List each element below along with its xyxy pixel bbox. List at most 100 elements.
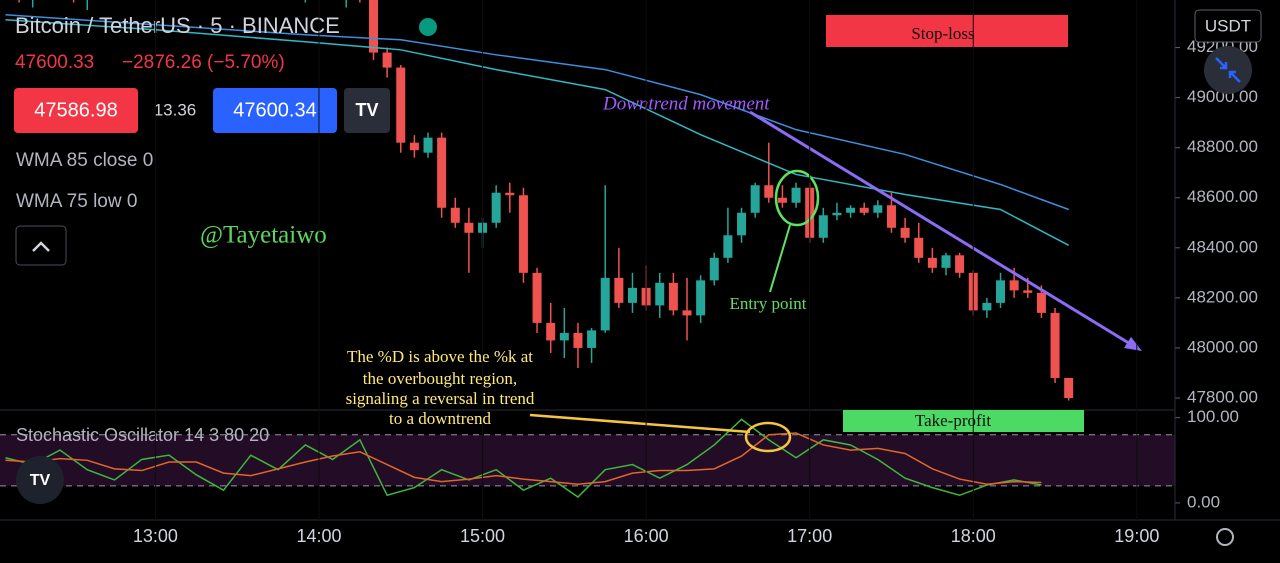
candle-body xyxy=(696,280,706,316)
candle-body xyxy=(559,332,569,341)
candle-body xyxy=(873,205,883,213)
candle-body xyxy=(846,207,856,213)
candle-body xyxy=(505,192,515,196)
candle-body xyxy=(464,222,474,233)
candle-body xyxy=(1023,290,1033,293)
candle-body xyxy=(818,215,828,238)
oscillator-line xyxy=(5,432,1042,485)
note-line: the overbought region, xyxy=(363,369,517,388)
currency[interactable]: USDT xyxy=(1205,16,1251,35)
candle-body xyxy=(914,237,924,258)
candle-body xyxy=(927,257,937,268)
candle-body xyxy=(941,255,951,268)
price-change: −2876.26 (−5.70%) xyxy=(122,52,285,73)
candle-body xyxy=(764,185,774,198)
stop-loss-box xyxy=(826,15,1068,47)
candle-body xyxy=(518,195,528,273)
candle-body xyxy=(450,207,460,223)
y-tick-label: 48600.00 xyxy=(1187,187,1258,206)
trend-label: Downtrend movement xyxy=(602,93,770,114)
candle-body xyxy=(750,185,760,213)
candle-body xyxy=(1064,377,1074,398)
candle-body xyxy=(832,212,842,216)
logo-badge xyxy=(16,456,64,504)
y-tick-label: 49000.00 xyxy=(1187,87,1258,106)
candle-body xyxy=(600,277,610,331)
watermark: @Tayetaiwo xyxy=(200,222,327,249)
candle-body xyxy=(900,227,910,238)
x-tick-label: 13:00 xyxy=(133,526,178,546)
entry-pointer xyxy=(769,224,791,293)
take-profit-label: Take-profit xyxy=(915,411,991,430)
collapse-button[interactable] xyxy=(15,225,67,266)
x-tick-label: 19:00 xyxy=(1114,526,1159,546)
candle-body xyxy=(982,302,992,311)
arrow-head xyxy=(1124,337,1142,351)
candle-body xyxy=(1009,280,1019,291)
y-tick-label: 47800.00 xyxy=(1187,387,1258,406)
y-tick-label: 48200.00 xyxy=(1187,287,1258,306)
entry-label: Entry point xyxy=(730,294,807,313)
x-tick-label: 14:00 xyxy=(296,526,341,546)
note-line: The %D is above the %k at xyxy=(347,347,533,366)
spread: 13.36 xyxy=(154,100,197,119)
candle-body xyxy=(709,257,719,281)
candle-body xyxy=(682,310,692,316)
candle-body xyxy=(368,0,378,53)
candle-body xyxy=(396,67,406,143)
candle-body xyxy=(423,137,433,153)
note-line: signaling a reversal in trend xyxy=(346,389,535,408)
take-profit-box xyxy=(843,410,1084,432)
stop-loss-label: Stop-loss xyxy=(911,24,974,43)
candle-body xyxy=(996,280,1006,303)
candle-body xyxy=(587,330,597,348)
settings-button[interactable] xyxy=(1216,528,1234,546)
oscillator-pane: 0.00 100.00 xyxy=(0,407,1239,511)
indicator-label: WMA 75 low 0 xyxy=(16,191,137,212)
chevron xyxy=(32,241,50,252)
price-pane: 47800.00 48000.00 48200.00 48400.00 48600.00… xyxy=(5,0,1258,406)
candle-body xyxy=(777,197,787,203)
candle-body xyxy=(791,187,801,203)
candle-body xyxy=(1050,312,1060,378)
candle-body xyxy=(859,207,869,213)
candle-body xyxy=(886,205,896,228)
y-tick-label: 48400.00 xyxy=(1187,237,1258,256)
currency-button[interactable] xyxy=(1194,9,1262,43)
candle-body xyxy=(627,287,637,303)
logo: TV xyxy=(355,100,378,120)
x-tick-label: 18:00 xyxy=(951,526,996,546)
bid-price[interactable]: 47586.98 xyxy=(34,99,117,121)
oscillator-label: Stochastic Oscillator 14 3 80 20 xyxy=(16,425,269,445)
x-tick-label: 16:00 xyxy=(624,526,669,546)
candle-body xyxy=(382,52,392,68)
y-tick-label: 0.00 xyxy=(1187,492,1220,511)
symbol-title: Bitcoin / TetherUS · 5 · BINANCE xyxy=(15,13,340,38)
y-tick-label: 48000.00 xyxy=(1187,337,1258,356)
candle-body xyxy=(668,282,678,311)
entry-circle xyxy=(774,169,820,227)
wma-line xyxy=(5,19,1070,246)
market-status xyxy=(419,18,437,36)
candle-body xyxy=(1036,292,1046,313)
wma-line xyxy=(5,14,1069,211)
candle-body xyxy=(437,137,447,208)
note-line: to a downtrend xyxy=(389,409,491,428)
trend-arrow xyxy=(749,110,1133,347)
buy-button[interactable] xyxy=(213,88,337,133)
overbought-band xyxy=(0,434,1175,486)
y-tick-label: 48800.00 xyxy=(1187,137,1258,156)
candle-body xyxy=(573,332,583,348)
candle-body xyxy=(737,212,747,236)
candle-body xyxy=(491,192,501,223)
candle-body xyxy=(655,282,665,306)
trade-button[interactable] xyxy=(344,88,390,133)
sell-button[interactable] xyxy=(14,88,138,133)
fullscreen-icon xyxy=(1215,57,1241,83)
candle-body xyxy=(955,255,965,273)
x-tick-label: 15:00 xyxy=(460,526,505,546)
fullscreen-button[interactable] xyxy=(1204,46,1252,94)
candle-body xyxy=(614,277,624,303)
ask-price[interactable]: 47600.34 xyxy=(233,99,316,121)
